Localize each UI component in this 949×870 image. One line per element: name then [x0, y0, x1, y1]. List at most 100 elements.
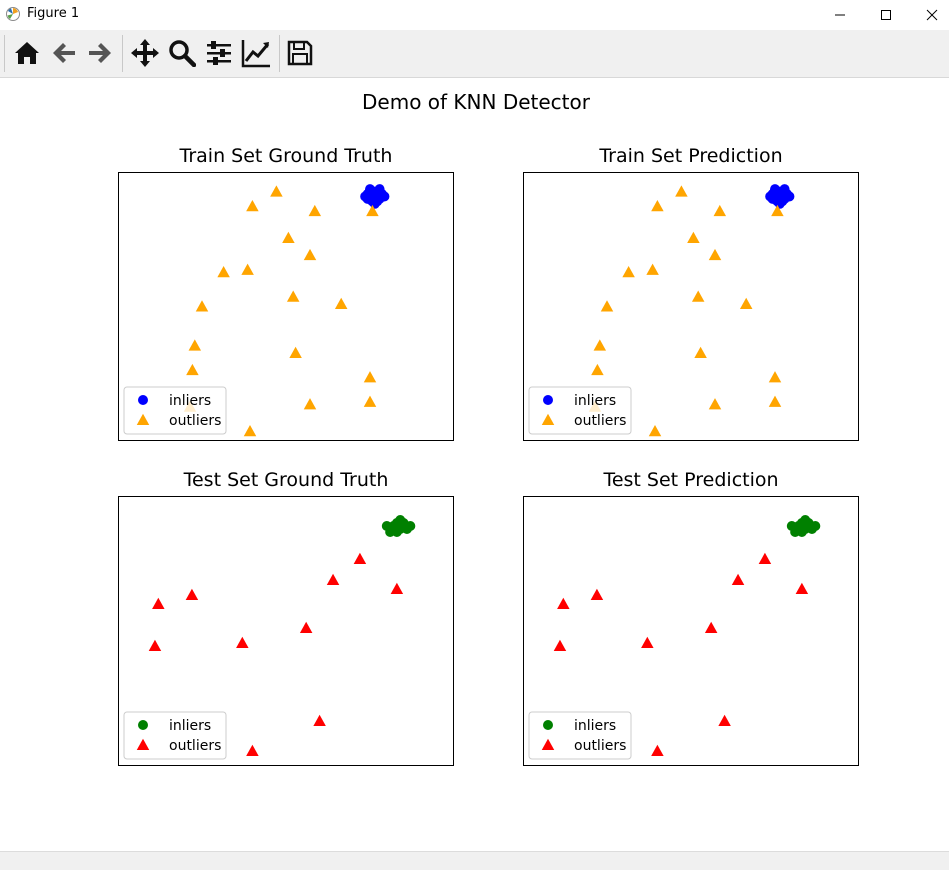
outlier-point — [646, 263, 659, 275]
scatter-points — [588, 184, 795, 437]
outlier-point — [185, 588, 199, 600]
outlier-point — [600, 300, 614, 312]
subplot-title: Train Set Ground Truth — [179, 145, 393, 167]
outlier-point — [771, 204, 784, 217]
outlier-point — [593, 339, 607, 351]
back-arrow-icon — [53, 43, 75, 63]
zoom-button[interactable] — [166, 37, 198, 69]
navigation-toolbar — [0, 30, 949, 78]
subplot-title: Train Set Prediction — [598, 145, 782, 167]
maximize-button[interactable] — [863, 0, 909, 30]
outlier-point — [282, 231, 295, 244]
close-button[interactable] — [909, 0, 949, 30]
save-button[interactable] — [284, 37, 316, 69]
inlier-point — [374, 184, 385, 195]
outlier-point — [366, 204, 379, 217]
legend-label-inliers: inliers — [574, 718, 616, 734]
outlier-point — [188, 339, 202, 351]
outlier-point — [246, 199, 259, 212]
customize-button[interactable] — [240, 37, 272, 69]
inlier-point — [779, 184, 790, 195]
legend: inliers outliers — [123, 386, 227, 435]
outlier-point — [363, 371, 377, 383]
outlier-point — [334, 297, 348, 310]
legend-label-inliers: inliers — [169, 718, 211, 734]
subplots-button[interactable] — [203, 37, 235, 69]
legend-box — [528, 711, 632, 760]
scatter-points — [148, 515, 416, 756]
outlier-point — [675, 185, 688, 197]
inlier-point — [793, 524, 804, 534]
outlier-point — [708, 248, 722, 261]
subplot-title: Test Set Ground Truth — [183, 469, 389, 491]
matplotlib-app-icon — [6, 7, 20, 21]
subplot-2: Train Set Prediction inliers outliers — [523, 145, 859, 441]
inlier-point — [388, 524, 399, 534]
axes-frame — [118, 496, 454, 766]
home-icon — [15, 42, 39, 64]
inlier-point — [765, 191, 776, 202]
outlier-point — [590, 588, 604, 600]
legend-label-outliers: outliers — [169, 738, 221, 754]
scatter-points — [183, 184, 390, 437]
subplot-title: Test Set Prediction — [602, 469, 778, 491]
figure-canvas[interactable]: Demo of KNN Detector Train Set Ground Tr… — [0, 78, 949, 850]
forward-button[interactable] — [84, 37, 116, 69]
outlier-point — [713, 204, 727, 217]
save-floppy-icon — [287, 40, 313, 66]
home-button[interactable] — [11, 37, 43, 69]
outlier-point — [246, 744, 259, 756]
inlier-point — [379, 191, 390, 202]
inlier-point — [784, 191, 795, 202]
toolbar-separator — [279, 35, 280, 72]
outlier-point — [289, 346, 302, 358]
legend-marker-inliers — [543, 720, 553, 730]
outlier-point — [363, 395, 377, 407]
outlier-point — [731, 573, 745, 585]
outlier-point — [270, 185, 283, 197]
toolbar-separator — [4, 35, 5, 72]
inlier-point — [360, 191, 371, 202]
minimize-button[interactable] — [817, 0, 863, 30]
window-title-bar: Figure 1 — [0, 0, 949, 30]
inlier-point — [810, 521, 821, 531]
outlier-point — [390, 582, 404, 594]
window-title: Figure 1 — [27, 6, 80, 21]
outlier-point — [591, 363, 604, 376]
toolbar-separator — [122, 35, 123, 72]
maximize-icon — [881, 10, 891, 20]
legend-marker-inliers — [138, 395, 148, 405]
outlier-point — [795, 582, 809, 594]
outlier-point — [708, 398, 722, 410]
legend-label-outliers: outliers — [574, 738, 626, 754]
legend: inliers outliers — [528, 711, 632, 760]
legend-marker-outliers — [136, 738, 150, 750]
zoom-magnifier-icon — [169, 40, 196, 67]
outlier-point — [739, 297, 753, 310]
legend: inliers outliers — [123, 711, 227, 760]
outlier-point — [704, 621, 718, 633]
close-icon — [926, 9, 938, 21]
outlier-point — [286, 290, 300, 302]
outlier-point — [303, 398, 317, 410]
pan-move-icon — [131, 39, 159, 67]
minimize-icon — [835, 14, 845, 16]
subplot-1: Train Set Ground Truth inliers outliers — [118, 145, 454, 441]
outlier-point — [313, 714, 326, 726]
outlier-point — [622, 266, 635, 278]
outlier-point — [308, 204, 322, 217]
legend-box — [123, 711, 227, 760]
pan-button[interactable] — [129, 37, 161, 69]
back-button[interactable] — [48, 37, 80, 69]
outlier-point — [326, 573, 340, 585]
outlier-point — [353, 552, 367, 564]
subplot-3: Test Set Ground Truth inliers outliers — [118, 469, 454, 766]
legend-label-inliers: inliers — [169, 393, 211, 409]
legend-marker-inliers — [543, 395, 553, 405]
legend-box — [123, 386, 227, 435]
edit-axis-chart-icon — [241, 40, 270, 68]
outlier-point — [557, 597, 570, 609]
scatter-points — [553, 515, 821, 756]
legend-marker-outliers — [541, 413, 555, 425]
outlier-point — [691, 290, 705, 302]
